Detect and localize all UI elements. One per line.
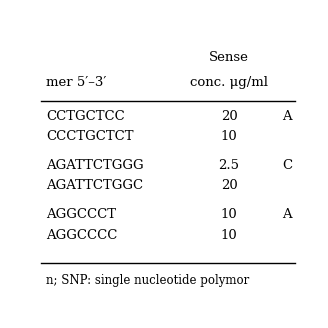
Text: 20: 20 [221,179,237,192]
Text: conc. μg/ml: conc. μg/ml [190,76,268,89]
Text: 20: 20 [221,110,237,123]
Text: Sense: Sense [209,51,249,64]
Text: CCTGCTCC: CCTGCTCC [46,110,125,123]
Text: 2.5: 2.5 [218,159,240,172]
Text: 10: 10 [221,208,237,221]
Text: 10: 10 [221,130,237,143]
Text: A: A [282,110,292,123]
Text: CCCTGCTCT: CCCTGCTCT [46,130,133,143]
Text: AGATTCTGGC: AGATTCTGGC [46,179,143,192]
Text: C: C [282,159,293,172]
Text: 10: 10 [221,229,237,242]
Text: AGGCCCC: AGGCCCC [46,229,117,242]
Text: n; SNP: single nucleotide polymor: n; SNP: single nucleotide polymor [46,274,249,287]
Text: AGGCCCT: AGGCCCT [46,208,116,221]
Text: A: A [282,208,292,221]
Text: AGATTCTGGG: AGATTCTGGG [46,159,144,172]
Text: mer 5′–3′: mer 5′–3′ [46,76,107,89]
